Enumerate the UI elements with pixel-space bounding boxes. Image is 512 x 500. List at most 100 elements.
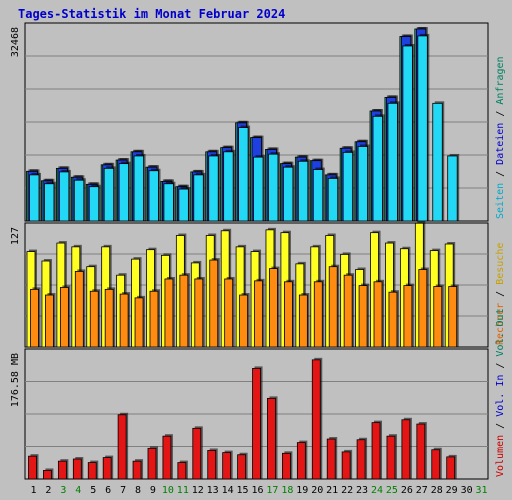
bar-rechner [30,287,41,348]
bar-rechner [433,284,444,348]
bar-rechner [74,269,86,348]
bar-volumen-face [28,455,37,480]
bar-volumen-face [311,359,321,480]
day-label: 18 [281,485,293,496]
day-label: 22 [341,485,353,496]
side-label-separator: / [495,417,506,435]
bar-volumen [117,412,129,480]
bar-rechner [313,279,325,348]
bar-seiten [447,153,460,222]
bar-rechner-face [45,294,54,348]
bar-seiten [372,114,385,222]
day-label: 25 [386,485,398,496]
volume-axis-max-label: 176.58 MB [10,353,21,407]
bar-seiten [193,172,206,222]
bar-volumen [207,448,218,480]
bar-volumen [192,426,203,480]
bar-seiten [342,150,355,222]
bar-seiten [103,166,116,222]
bar-seiten-face [417,35,428,222]
bar-volumen-face [296,442,306,480]
day-label: 10 [162,485,174,496]
bar-volumen [311,357,323,480]
bar-rechner [89,289,101,348]
bar-rechner [269,266,280,348]
bar-volumen-face [416,423,426,480]
requests-axis-max-label: 32468 [10,27,21,57]
bar-seiten [238,125,251,222]
bar-volumen [147,446,158,480]
bar-seiten [133,153,146,222]
day-label: 17 [266,485,278,496]
day-label: 9 [150,485,156,496]
bar-seiten [283,165,295,222]
bar-rechner [388,290,399,348]
bar-rechner [224,276,235,348]
bar-rechner-face [30,288,39,348]
day-label: 4 [75,485,81,496]
bar-rechner-face [134,297,144,348]
bar-rechner [254,278,265,348]
bar-rechner [239,293,250,348]
side-label-vol-in: Vol. In [495,375,506,417]
day-label: 3 [60,485,66,496]
bar-seiten [118,161,131,222]
bar-rechner-face [298,294,308,348]
bar-rechner-face [433,286,443,348]
bar-volumen [341,449,353,480]
side-label-dateien: Dateien [495,123,506,165]
bar-volumen-face [446,456,456,480]
bar-seiten [223,149,236,222]
bar-rechner [373,279,385,348]
bar-volumen-face [386,435,396,480]
bar-volumen [356,437,368,480]
bar-seiten-face [327,178,339,222]
bar-rechner [403,283,414,348]
bar-rechner [209,258,220,348]
side-label-besuche: Besuche [495,243,506,285]
bar-volumen-face [87,462,97,480]
bar-rechner [149,289,160,348]
bar-volumen-face [57,460,67,480]
bar-rechner [284,279,295,348]
day-label: 26 [401,485,413,496]
bar-seiten-face [268,153,279,222]
bar-volumen [87,460,99,480]
bar-volumen-face [43,470,52,480]
bar-volumen-face [222,452,232,480]
side-label-seiten: Seiten [495,183,506,219]
day-label: 21 [326,485,338,496]
side-label-separator: / [495,357,506,375]
bar-rechner-face [59,287,69,348]
bar-seiten-face [372,115,383,222]
bar-volumen [162,434,173,480]
bar-volumen-face [356,439,366,480]
bar-rechner-face [403,285,413,348]
bar-volumen-face [72,458,82,480]
bar-seiten-face [163,183,174,222]
bar-seiten-face [208,155,219,222]
bar-rechner-face [418,269,428,348]
bar-volumen-face [371,422,381,480]
bar-rechner-face [239,294,248,348]
bar-volumen [237,452,248,480]
day-label: 2 [45,485,51,496]
bar-volumen [296,440,308,480]
bar-rechner [448,284,459,348]
bar-volumen-face [132,460,142,480]
bar-rechner-face [254,280,263,348]
bar-rechner-face [74,271,84,348]
bar-seiten-face [133,155,144,222]
bar-volumen [401,417,412,480]
day-label: 20 [311,485,323,496]
day-label: 19 [296,485,308,496]
bar-seiten [44,181,56,222]
bar-volumen-face [252,367,261,480]
bar-volumen-face [431,449,441,480]
bar-volumen-face [102,457,112,480]
bar-rechner-face [343,274,353,348]
bar-volumen-face [237,454,246,480]
bar-seiten-face [297,160,309,222]
